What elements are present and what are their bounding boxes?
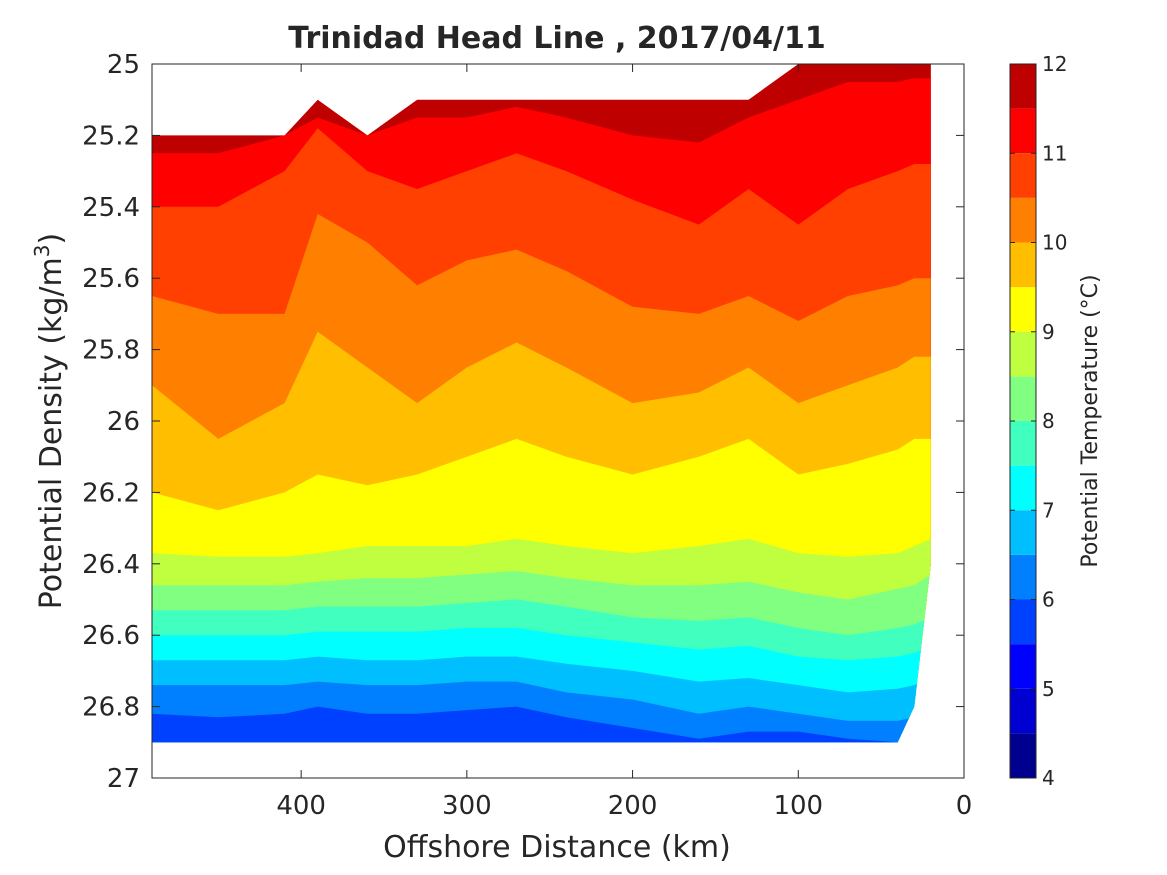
x-tick-label: 100 (773, 791, 823, 821)
y-tick-label: 25.8 (82, 336, 140, 366)
y-tick-label: 25.6 (82, 264, 140, 294)
x-tick-label: 400 (276, 791, 326, 821)
colorbar-tick-label: 7 (1042, 498, 1055, 522)
y-axis-label: Potential Density (kg/m3) (30, 233, 69, 609)
x-tick-label: 300 (442, 791, 492, 821)
colorbar-tick-label: 9 (1042, 320, 1055, 344)
colorbar-segment (1010, 153, 1036, 198)
y-tick-label: 26.2 (82, 478, 140, 508)
y-tick-label: 26.4 (82, 550, 140, 580)
x-axis-label: Offshore Distance (km) (383, 830, 731, 865)
colorbar-segment (1010, 688, 1036, 734)
colorbar-tick-label: 12 (1042, 52, 1067, 76)
y-tick-label: 25.4 (82, 193, 140, 223)
y-tick-label: 26.8 (82, 693, 140, 723)
contour-bands (152, 64, 931, 743)
colorbar-tick-label: 11 (1042, 141, 1067, 165)
y-tick-label: 26.6 (82, 621, 140, 651)
y-axis-label-superscript: 3 (30, 244, 54, 257)
x-tick-label: 200 (608, 791, 658, 821)
colorbar-label: Potential Temperature (°C) (1078, 274, 1103, 567)
colorbar-tick-label: 4 (1042, 766, 1055, 790)
chart-title: Trinidad Head Line , 2017/04/11 (288, 21, 825, 56)
colorbar-segment (1010, 644, 1036, 689)
colorbar-tick-label: 5 (1042, 677, 1055, 701)
y-tick-label: 25 (107, 50, 140, 80)
colorbar-segment (1010, 554, 1036, 600)
colorbar-segment (1010, 599, 1036, 645)
colorbar-segment (1010, 331, 1036, 377)
colorbar: 4 5 6 7 8 9 10 11 12 (1009, 52, 1067, 790)
colorbar-segment (1010, 287, 1036, 332)
colorbar-segment (1010, 64, 1036, 109)
colorbar-segment (1010, 510, 1036, 555)
y-ticks: 25 25.2 25.4 25.6 25.8 26 26.2 26.4 26.6 26.8 27 (82, 50, 964, 794)
y-axis-label-tail: ) (34, 233, 69, 245)
contour-fill-group (152, 64, 931, 743)
x-ticks: 400 300 200 100 0 (276, 64, 972, 821)
colorbar-segment (1010, 242, 1036, 288)
y-tick-label: 27 (107, 764, 140, 794)
y-tick-label: 26 (107, 407, 140, 437)
colorbar-segment (1010, 465, 1036, 511)
y-axis-label-main: Potential Density (kg/m (34, 257, 69, 609)
colorbar-segment (1010, 108, 1036, 154)
colorbar-segment (1010, 197, 1036, 243)
contour-band-11 (152, 706, 931, 743)
colorbar-segment (1010, 376, 1036, 421)
x-tick-label: 0 (956, 791, 973, 821)
colorbar-tick-label: 10 (1042, 231, 1067, 255)
colorbar-segment (1010, 421, 1036, 466)
colorbar-tick-label: 8 (1042, 409, 1055, 433)
y-tick-label: 25.2 (82, 121, 140, 151)
colorbar-tick-label: 6 (1042, 588, 1055, 612)
colorbar-segment (1010, 733, 1036, 778)
